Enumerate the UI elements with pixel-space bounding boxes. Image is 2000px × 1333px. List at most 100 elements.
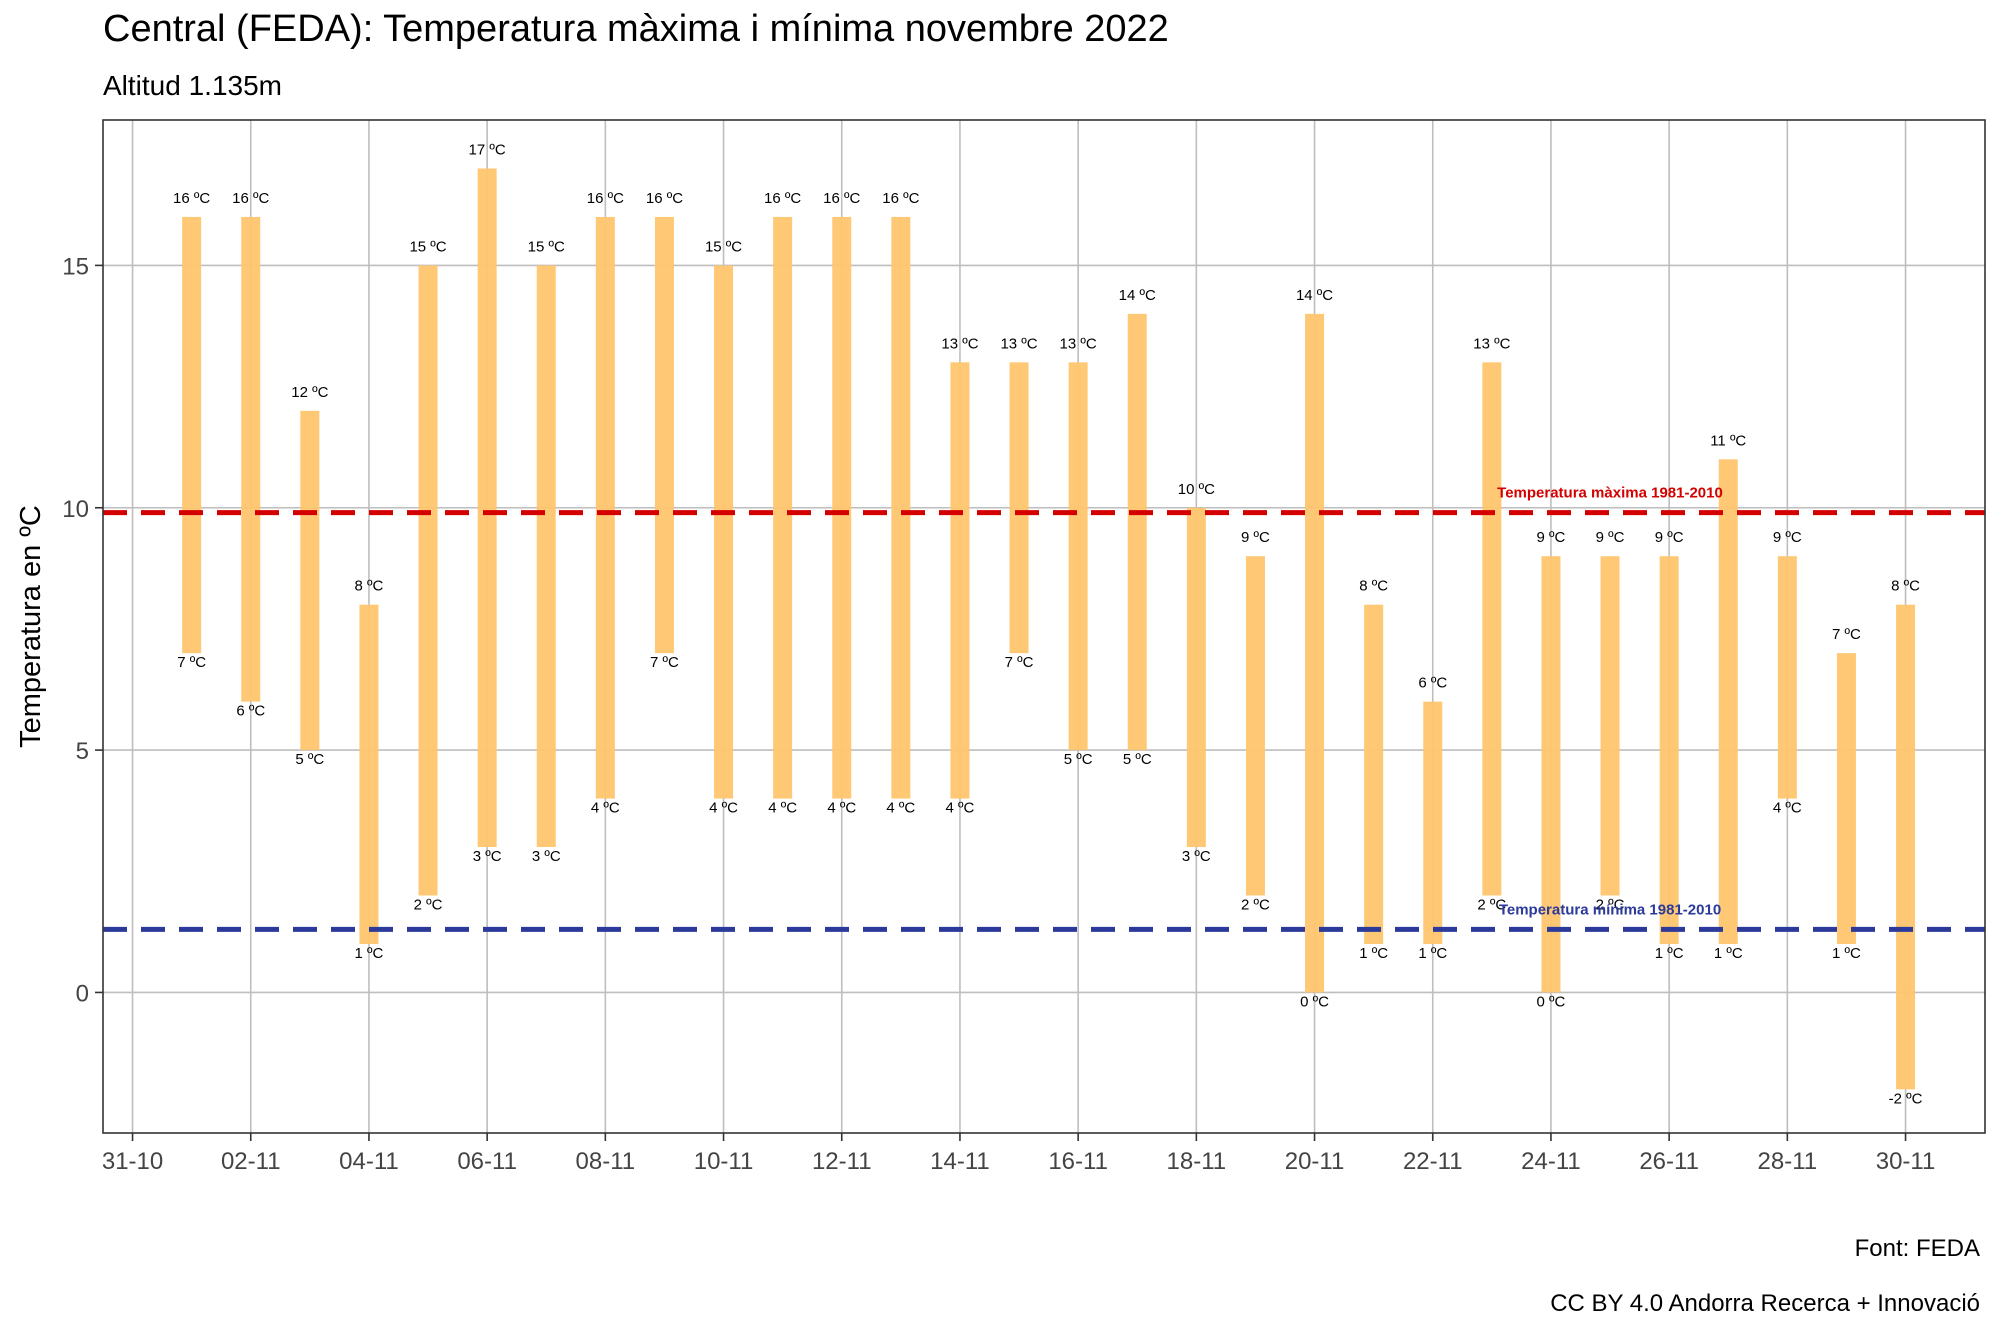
max-value-label: 16 ºC [646, 190, 683, 207]
min-value-label: 7 ºC [650, 654, 679, 671]
y-tick-label: 15 [62, 253, 89, 280]
temperature-bar [1009, 362, 1029, 654]
temperature-bar [1777, 556, 1797, 799]
min-value-label: 5 ºC [1064, 751, 1093, 768]
temperature-bar [536, 265, 556, 848]
temperature-bar [241, 216, 261, 702]
x-tick-label: 20-11 [1285, 1148, 1345, 1175]
max-value-label: 8 ºC [355, 578, 384, 595]
min-value-label: 1 ºC [1418, 945, 1447, 962]
max-value-label: 8 ºC [1891, 578, 1920, 595]
min-value-label: 4 ºC [827, 800, 856, 817]
min-reference-label: Temperatura mínima 1981-2010 [1499, 901, 1721, 918]
max-value-label: 12 ºC [291, 384, 328, 401]
temperature-bar [359, 604, 379, 944]
max-value-label: 13 ºC [1000, 335, 1037, 352]
min-value-label: 4 ºC [886, 800, 915, 817]
max-value-label: 13 ºC [1060, 335, 1097, 352]
temperature-bar [477, 168, 497, 848]
min-value-label: 2 ºC [414, 897, 443, 914]
temperature-bar [1482, 362, 1502, 896]
max-value-label: 9 ºC [1596, 529, 1625, 546]
temperature-bar [418, 265, 438, 896]
temperature-bar [654, 216, 674, 654]
y-axis-title: Temperatura en ºC [15, 505, 47, 748]
y-tick-label: 0 [76, 980, 89, 1007]
temperature-bar [300, 410, 320, 751]
min-value-label: 4 ºC [1773, 800, 1802, 817]
max-value-label: 17 ºC [469, 141, 506, 158]
temperature-bar [1245, 556, 1265, 896]
min-value-label: 1 ºC [1714, 945, 1743, 962]
min-value-label: -2 ºC [1889, 1090, 1923, 1107]
max-value-label: 9 ºC [1655, 529, 1684, 546]
temperature-bar [1186, 507, 1206, 848]
max-value-label: 16 ºC [823, 190, 860, 207]
max-value-label: 14 ºC [1296, 287, 1333, 304]
temperature-bar [595, 216, 615, 799]
max-value-label: 16 ºC [587, 190, 624, 207]
temperature-bar [1068, 362, 1088, 751]
max-value-label: 14 ºC [1119, 287, 1156, 304]
min-value-label: 6 ºC [236, 703, 265, 720]
min-value-label: 7 ºC [177, 654, 206, 671]
max-value-label: 16 ºC [232, 190, 269, 207]
x-tick-label: 12-11 [812, 1148, 872, 1175]
max-value-label: 9 ºC [1241, 529, 1270, 546]
x-tick-label: 22-11 [1403, 1148, 1463, 1175]
source-caption: Font: FEDA [1854, 1235, 1980, 1262]
min-value-label: 2 ºC [1241, 897, 1270, 914]
temperature-bar [773, 216, 793, 799]
x-tick-label: 02-11 [221, 1148, 281, 1175]
min-value-label: 0 ºC [1300, 993, 1329, 1010]
chart-title: Central (FEDA): Temperatura màxima i mín… [103, 8, 1169, 50]
min-value-label: 1 ºC [1655, 945, 1684, 962]
temperature-bar [1541, 556, 1561, 993]
max-value-label: 11 ºC [1710, 432, 1746, 449]
temperature-bar [1423, 701, 1443, 944]
temperature-bar [832, 216, 852, 799]
max-value-label: 8 ºC [1359, 578, 1388, 595]
temperature-bar [1600, 556, 1620, 896]
min-value-label: 2 ºC [1477, 897, 1506, 914]
max-value-label: 16 ºC [764, 190, 801, 207]
max-value-label: 15 ºC [409, 238, 446, 255]
x-tick-label: 16-11 [1048, 1148, 1108, 1175]
temperature-bar [950, 362, 970, 799]
min-value-label: 0 ºC [1537, 993, 1566, 1010]
min-value-label: 4 ºC [768, 800, 797, 817]
temperature-bar [1127, 313, 1147, 751]
min-value-label: 1 ºC [1359, 945, 1388, 962]
max-reference-label: Temperatura màxima 1981-2010 [1497, 485, 1723, 502]
temperature-bar [1718, 459, 1738, 944]
min-value-label: 7 ºC [1005, 654, 1034, 671]
plot-border [102, 119, 1986, 1134]
x-tick-label: 30-11 [1876, 1148, 1936, 1175]
temperature-bar [182, 216, 202, 654]
max-value-label: 13 ºC [1473, 335, 1510, 352]
min-value-label: 4 ºC [591, 800, 620, 817]
max-value-label: 6 ºC [1418, 675, 1447, 692]
temperature-bar [1364, 604, 1384, 944]
x-tick-label: 10-11 [694, 1148, 754, 1175]
license-caption: CC BY 4.0 Andorra Recerca + Innovació [1550, 1290, 1980, 1317]
max-value-label: 9 ºC [1537, 529, 1566, 546]
x-tick-label: 04-11 [339, 1148, 399, 1175]
min-value-label: 4 ºC [709, 800, 738, 817]
min-value-label: 5 ºC [1123, 751, 1152, 768]
x-tick-label: 18-11 [1167, 1148, 1227, 1175]
temperature-bar [1305, 313, 1325, 993]
x-tick-label: 06-11 [457, 1148, 517, 1175]
temperature-bar [714, 265, 734, 799]
x-tick-label: 14-11 [930, 1148, 990, 1175]
temperature-bar [1836, 653, 1856, 944]
max-value-label: 15 ºC [705, 238, 742, 255]
min-value-label: 3 ºC [473, 848, 502, 865]
min-value-label: 1 ºC [1832, 945, 1861, 962]
x-tick-label: 31-10 [102, 1148, 163, 1175]
min-value-label: 5 ºC [295, 751, 324, 768]
max-value-label: 16 ºC [173, 190, 210, 207]
min-value-label: 4 ºC [946, 800, 975, 817]
temperature-bar [891, 216, 911, 799]
